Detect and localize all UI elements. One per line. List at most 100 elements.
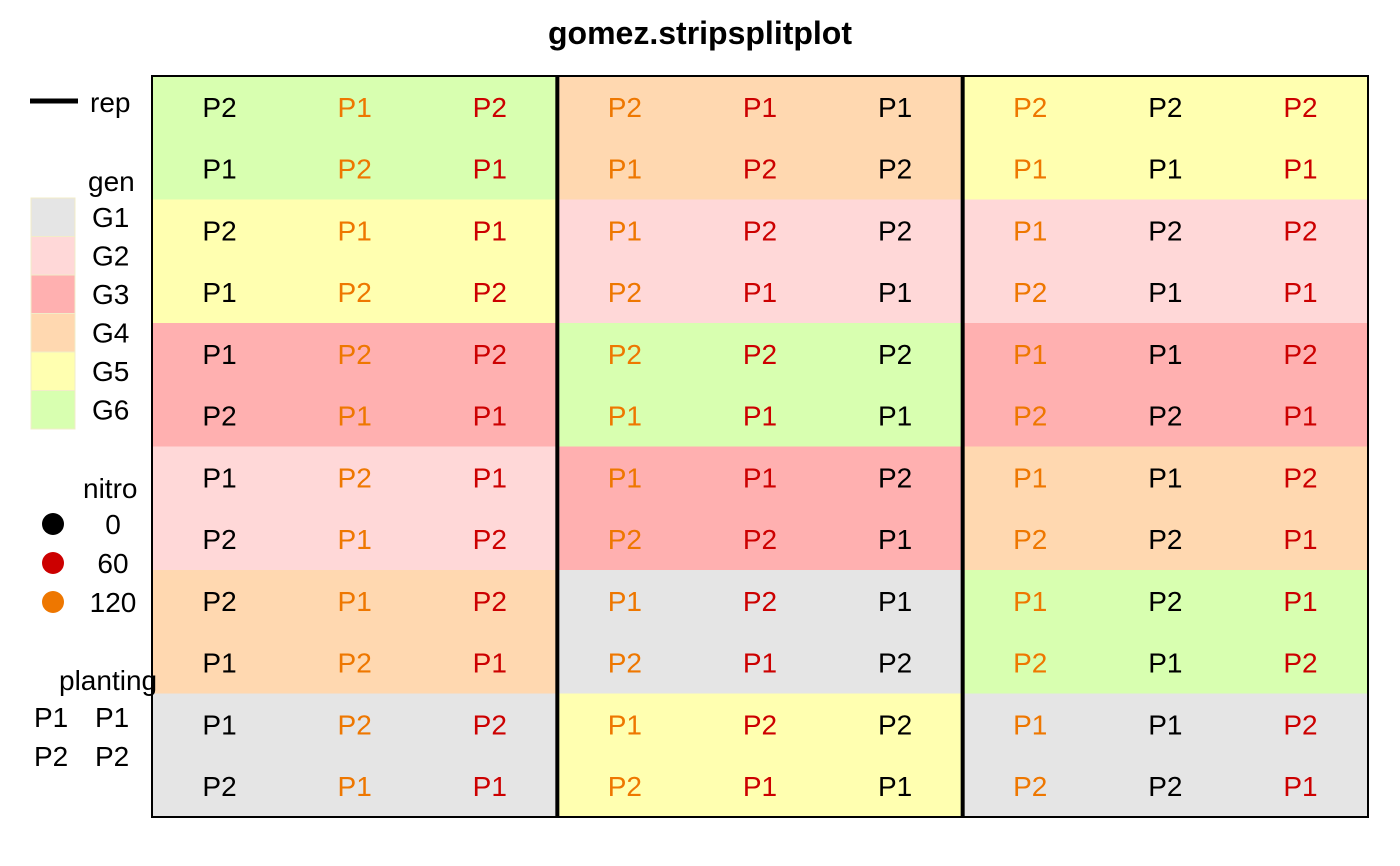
gen-legend-title: gen	[88, 166, 135, 197]
cell-label: P2	[473, 92, 507, 123]
cell-label: P1	[1148, 462, 1182, 493]
cell-label: P2	[743, 154, 777, 185]
planting-legend-label: P2	[95, 741, 129, 772]
cell-label: P1	[878, 586, 912, 617]
gen-swatch-G4	[30, 313, 76, 353]
cell-label: P2	[878, 648, 912, 679]
gen-strip-G2	[962, 199, 1369, 324]
nitro-dot-120	[42, 591, 64, 613]
gen-strip-G3	[962, 323, 1369, 447]
cell-label: P2	[1283, 215, 1317, 246]
rep-layer	[151, 75, 1369, 818]
cell-label: P1	[473, 154, 507, 185]
gen-swatch-G6	[30, 390, 76, 430]
cell-label: P1	[1148, 709, 1182, 740]
cell-label: P1	[743, 401, 777, 432]
cell-label: P2	[1283, 462, 1317, 493]
nitro-dot-60	[42, 552, 64, 574]
cell-label: P2	[338, 339, 372, 370]
gen-legend-label: G4	[92, 318, 129, 349]
cell-label: P1	[878, 524, 912, 555]
cell-label: P2	[338, 154, 372, 185]
cell-label: P2	[878, 215, 912, 246]
gen-strip-G1	[152, 693, 558, 818]
cell-label: P1	[338, 92, 372, 123]
gen-strip-G5	[962, 76, 1369, 200]
gen-swatch-G2	[30, 236, 76, 276]
cell-label: P2	[1283, 92, 1317, 123]
planting-legend-symbol: P2	[34, 741, 68, 772]
cell-label: P2	[1013, 277, 1047, 308]
cell-label: P2	[608, 771, 642, 802]
cell-label: P1	[1283, 524, 1317, 555]
cell-label: P2	[1148, 92, 1182, 123]
cell-label: P1	[608, 154, 642, 185]
cell-label: P2	[338, 277, 372, 308]
cell-label: P1	[1283, 154, 1317, 185]
gen-strip-G1	[962, 693, 1369, 818]
cell-label: P1	[1148, 277, 1182, 308]
cell-label: P1	[878, 92, 912, 123]
cell-label: P1	[743, 277, 777, 308]
gen-legend-label: G1	[92, 202, 129, 233]
cell-label: P1	[1148, 154, 1182, 185]
cell-label: P2	[473, 339, 507, 370]
cell-label: P1	[202, 648, 236, 679]
cell-label: P2	[473, 709, 507, 740]
cell-label: P2	[202, 92, 236, 123]
cell-label: P1	[338, 771, 372, 802]
cell-label: P1	[338, 401, 372, 432]
cell-label: P2	[473, 277, 507, 308]
cell-label: P2	[338, 648, 372, 679]
nitro-legend-label: 60	[97, 548, 128, 579]
planting-legend-title: planting	[59, 665, 157, 696]
cell-label: P2	[878, 462, 912, 493]
cell-label: P2	[743, 709, 777, 740]
cell-label: P1	[743, 462, 777, 493]
cell-label: P2	[608, 648, 642, 679]
cell-label: P1	[1148, 339, 1182, 370]
cell-label: P1	[1283, 771, 1317, 802]
cell-label: P2	[1148, 215, 1182, 246]
cell-label: P2	[608, 339, 642, 370]
cell-label: P2	[1148, 586, 1182, 617]
gen-swatch-G5	[30, 351, 76, 391]
cell-label: P1	[1013, 339, 1047, 370]
cell-label: P1	[1013, 709, 1047, 740]
cell-label: P1	[878, 277, 912, 308]
cell-label: P2	[202, 524, 236, 555]
gen-strip-G6	[152, 76, 558, 200]
nitro-legend-label: 0	[105, 509, 121, 540]
cell-label: P1	[338, 586, 372, 617]
cell-label: P2	[202, 401, 236, 432]
cell-label: P2	[743, 339, 777, 370]
chart-title: gomez.stripsplitplot	[548, 15, 852, 51]
cell-label: P2	[338, 709, 372, 740]
gen-strip-G4	[962, 446, 1369, 571]
cell-label: P1	[473, 215, 507, 246]
cell-label: P1	[202, 339, 236, 370]
cell-label: P1	[878, 401, 912, 432]
gen-strip-G2	[152, 446, 558, 571]
cell-label: P2	[1013, 401, 1047, 432]
planting-legend-symbol: P1	[34, 702, 68, 733]
legend: rep gen G1 G2 G3 G4 G5 G6 nitro 0 60 120 planting P1 P…	[30, 87, 157, 772]
cell-label: P1	[1148, 648, 1182, 679]
cell-label: P1	[608, 401, 642, 432]
cell-label: P2	[1283, 648, 1317, 679]
cell-label: P1	[743, 771, 777, 802]
cell-label: P1	[473, 648, 507, 679]
labels-layer: P2 P1 P2 P2 P1 P1 P2 P2 P2 P1 P2 P1 P1 P2 P2 P1 P1 P1 P2 P1…	[202, 92, 1317, 802]
cell-label: P1	[473, 401, 507, 432]
gen-strip-G6	[557, 323, 964, 447]
plot-border	[151, 75, 1369, 818]
cell-label: P2	[1283, 339, 1317, 370]
cell-label: P2	[202, 771, 236, 802]
cell-label: P1	[1283, 586, 1317, 617]
nitro-legend-title: nitro	[83, 473, 137, 504]
cell-label: P2	[878, 339, 912, 370]
cell-label: P2	[202, 586, 236, 617]
cell-label: P1	[202, 709, 236, 740]
cell-label: P2	[1013, 648, 1047, 679]
